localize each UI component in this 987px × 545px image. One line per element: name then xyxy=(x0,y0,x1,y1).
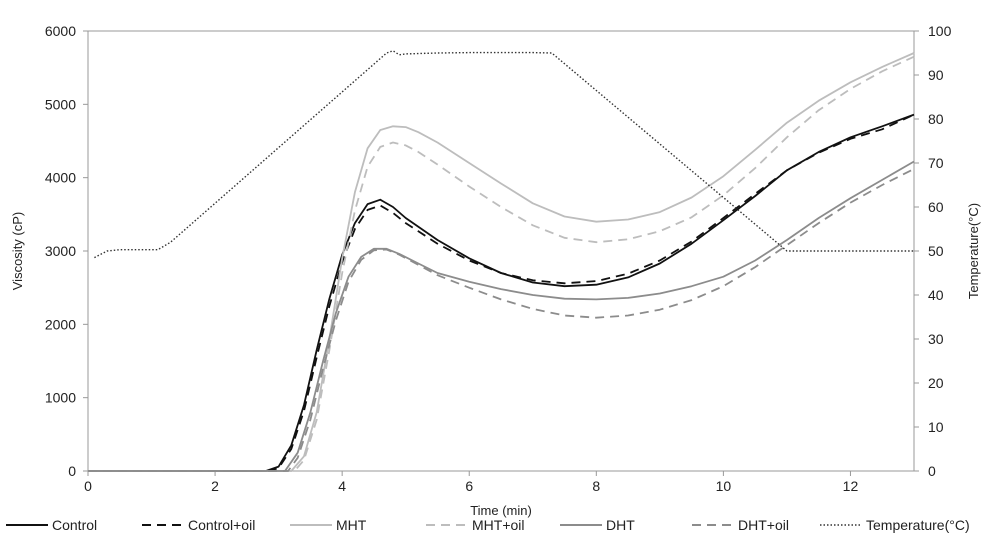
series-layer xyxy=(88,50,915,472)
y-axis-ticks: 0 1000 2000 3000 4000 5000 6000 xyxy=(45,23,88,479)
x-axis-label: Time (min) xyxy=(470,503,532,518)
y2-tick-label: 80 xyxy=(928,111,944,127)
y2-tick-label: 10 xyxy=(928,419,944,435)
legend-label: Temperature(°C) xyxy=(866,517,970,533)
y2-axis-ticks: 0 10 20 30 40 50 60 70 80 90 100 xyxy=(914,23,952,479)
x-tick-label: 4 xyxy=(338,478,346,494)
y-tick-label: 5000 xyxy=(45,96,76,112)
legend-label: DHT xyxy=(606,517,635,533)
legend-label: Control xyxy=(52,517,97,533)
x-tick-label: 0 xyxy=(84,478,92,494)
y2-tick-label: 0 xyxy=(928,463,936,479)
y-tick-label: 1000 xyxy=(45,390,76,406)
x-axis-ticks: 0 2 4 6 8 10 12 xyxy=(84,471,858,494)
y2-axis-label: Temperature(°C) xyxy=(966,203,981,299)
series-line-temperature-c xyxy=(94,50,914,259)
y2-tick-label: 90 xyxy=(928,67,944,83)
y2-tick-label: 30 xyxy=(928,331,944,347)
series-line-mht xyxy=(88,52,915,472)
series-line-control-oil xyxy=(88,113,915,472)
x-tick-label: 10 xyxy=(716,478,732,494)
y2-tick-label: 50 xyxy=(928,243,944,259)
y-tick-label: 2000 xyxy=(45,316,76,332)
x-tick-label: 12 xyxy=(843,478,859,494)
x-tick-label: 2 xyxy=(211,478,219,494)
legend-label: Control+oil xyxy=(188,517,255,533)
legend-label: MHT xyxy=(336,517,367,533)
legend-label: MHT+oil xyxy=(472,517,525,533)
y-tick-label: 4000 xyxy=(45,170,76,186)
series-line-dht xyxy=(88,160,915,472)
y2-tick-label: 60 xyxy=(928,199,944,215)
y2-tick-label: 40 xyxy=(928,287,944,303)
legend-label: DHT+oil xyxy=(738,517,789,533)
y2-tick-label: 100 xyxy=(928,23,952,39)
x-tick-label: 6 xyxy=(465,478,473,494)
series-line-dht-oil xyxy=(88,168,915,472)
series-line-mht-oil xyxy=(88,55,915,472)
legend: Control Control+oil MHT MHT+oil DHT DHT+oil Te… xyxy=(6,517,970,533)
y2-tick-label: 70 xyxy=(928,155,944,171)
series-line-control xyxy=(88,113,915,472)
x-tick-label: 8 xyxy=(592,478,600,494)
y2-tick-label: 20 xyxy=(928,375,944,391)
y-tick-label: 0 xyxy=(68,463,76,479)
y-tick-label: 3000 xyxy=(45,243,76,259)
y-axis-label: Viscosity (cP) xyxy=(10,212,25,291)
y-tick-label: 6000 xyxy=(45,23,76,39)
